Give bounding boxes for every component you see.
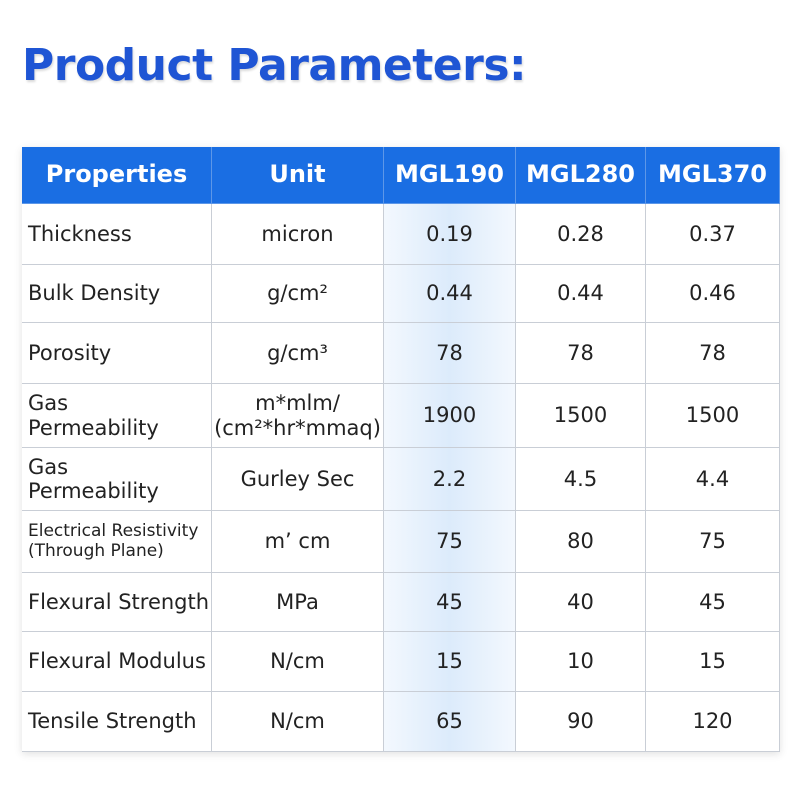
- header-cell: MGL190: [384, 147, 516, 204]
- table-cell: micron: [212, 204, 384, 265]
- cell-line: Electrical Resistivity: [28, 520, 199, 541]
- table-cell: 80: [516, 511, 646, 573]
- cell-line: Permeability: [28, 415, 159, 440]
- table-cell: 45: [384, 573, 516, 632]
- header-cell: Properties: [22, 147, 212, 204]
- table-cell: 1500: [646, 384, 780, 448]
- table-cell: 4.4: [646, 448, 780, 511]
- table-cell: Gurley Sec: [212, 448, 384, 511]
- table-cell: 0.28: [516, 204, 646, 265]
- table-cell: 0.37: [646, 204, 780, 265]
- cell-line: Gas: [28, 454, 69, 479]
- table-cell: 10: [516, 632, 646, 692]
- table-cell: m*mlm/(cm²*hr*mmaq): [212, 384, 384, 448]
- table-cell: 90: [516, 692, 646, 752]
- table-cell: 0.44: [516, 265, 646, 323]
- cell-line: (Through Plane): [28, 540, 164, 561]
- header-cell: MGL370: [646, 147, 780, 204]
- table-cell: 4.5: [516, 448, 646, 511]
- table-cell: 2.2: [384, 448, 516, 511]
- table-cell: 40: [516, 573, 646, 632]
- cell-line: m*mlm/: [255, 391, 340, 416]
- table-cell: 78: [384, 323, 516, 384]
- table-cell: m’ cm: [212, 511, 384, 573]
- table-cell: 0.46: [646, 265, 780, 323]
- table-cell: Bulk Density: [22, 265, 212, 323]
- table-cell: 0.44: [384, 265, 516, 323]
- table-cell: MPa: [212, 573, 384, 632]
- table-cell: 1500: [516, 384, 646, 448]
- table-cell: 0.19: [384, 204, 516, 265]
- table-cell: Gas Permeability: [22, 384, 212, 448]
- table-cell: Flexural Strength: [22, 573, 212, 632]
- table-cell: Tensile Strength: [22, 692, 212, 752]
- table-cell: Thickness: [22, 204, 212, 265]
- cell-line: (cm²*hr*mmaq): [214, 415, 381, 440]
- table-cell: 15: [384, 632, 516, 692]
- table-cell: 75: [646, 511, 780, 573]
- table-cell: 1900: [384, 384, 516, 448]
- table-cell: Gas Permeability: [22, 448, 212, 511]
- table-cell: g/cm²: [212, 265, 384, 323]
- header-cell: MGL280: [516, 147, 646, 204]
- table-cell: Flexural Modulus: [22, 632, 212, 692]
- table-cell: Electrical Resistivity (Through Plane): [22, 511, 212, 573]
- table-cell: 15: [646, 632, 780, 692]
- header-cell: Unit: [212, 147, 384, 204]
- table-cell: 78: [516, 323, 646, 384]
- cell-line: Permeability: [28, 479, 159, 503]
- table: Properties Unit MGL190 MGL280 MGL370 Thicknes…: [22, 147, 780, 752]
- title: Product Parameters:: [22, 40, 527, 91]
- table-cell: 120: [646, 692, 780, 752]
- table-cell: g/cm³: [212, 323, 384, 384]
- cell-line: Gas: [28, 391, 69, 416]
- table-cell: 78: [646, 323, 780, 384]
- table-cell: N/cm: [212, 692, 384, 752]
- table-cell: Porosity: [22, 323, 212, 384]
- table-cell: 45: [646, 573, 780, 632]
- table-cell: 75: [384, 511, 516, 573]
- table-cell: N/cm: [212, 632, 384, 692]
- table-cell: 65: [384, 692, 516, 752]
